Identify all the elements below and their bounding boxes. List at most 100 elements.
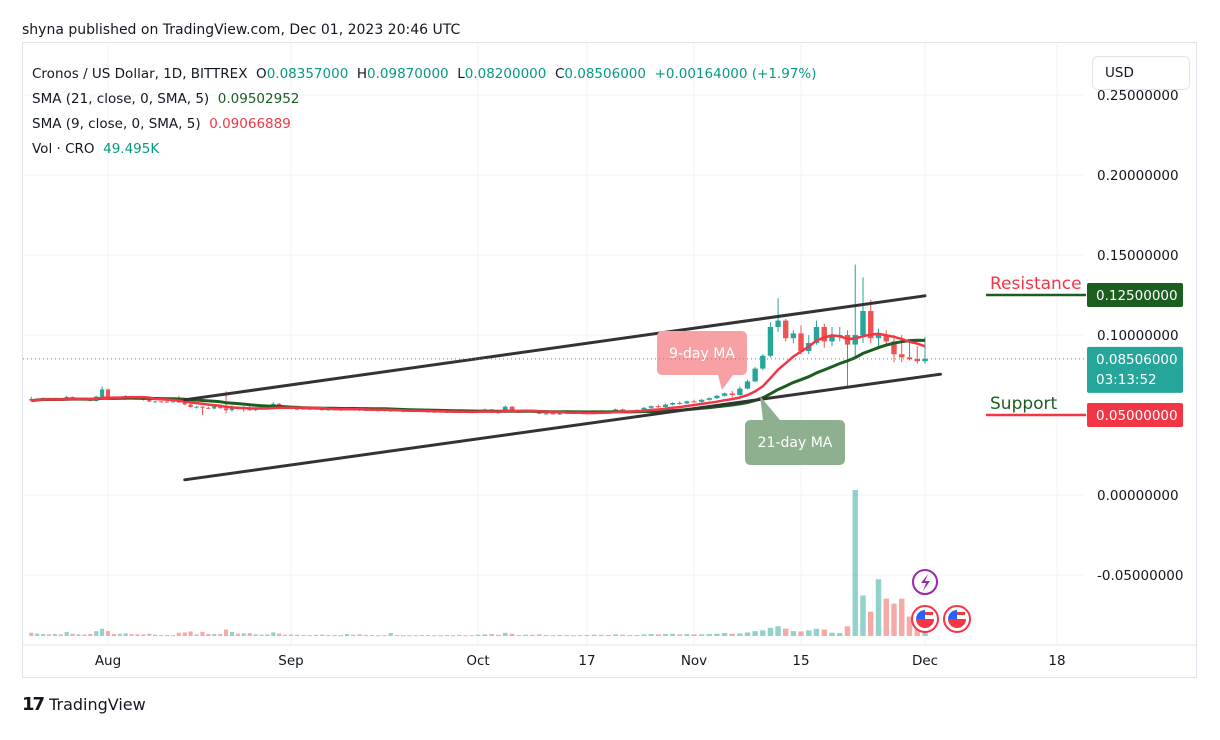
volume-bar	[229, 631, 235, 636]
volume-bar	[721, 633, 728, 636]
close-value: 0.08506000	[564, 66, 646, 82]
candle-body	[182, 402, 187, 405]
volume-bar	[301, 635, 306, 637]
x-tick-label: Aug	[95, 653, 121, 669]
volume-bar	[891, 603, 897, 636]
volume-bar	[52, 634, 57, 636]
volume-bar	[502, 632, 508, 636]
volume-label: Vol · CRO	[32, 141, 95, 157]
volume-bar	[564, 635, 569, 637]
volume-bar	[241, 633, 246, 636]
volume-bar	[29, 632, 34, 636]
volume-bar	[706, 634, 712, 636]
volume-bar	[46, 634, 52, 636]
volume-bar	[259, 634, 264, 636]
y-tick-label: -0.05000000	[1097, 568, 1183, 584]
volume-bar	[313, 634, 319, 636]
volume-bar	[655, 634, 661, 636]
candle-body	[223, 408, 229, 411]
x-tick-label: Sep	[278, 653, 303, 669]
candle-body	[729, 393, 735, 395]
volume-bar	[376, 635, 381, 637]
candle-body	[170, 401, 176, 403]
volume-bar	[182, 632, 187, 636]
ohlc-row: Cronos / US Dollar, 1D, BITTREX O0.08357…	[32, 62, 817, 87]
tradingview-logo[interactable]: 17 TradingView	[22, 694, 146, 715]
candle-body	[100, 389, 105, 397]
candle-body	[922, 358, 928, 362]
callout-21day-ma	[745, 396, 845, 465]
sma21-row[interactable]: SMA (21, close, 0, SMA, 5) 0.09502952	[32, 87, 817, 112]
volume-bar	[394, 635, 400, 637]
volume-row[interactable]: Vol · CRO 49.495K	[32, 137, 817, 162]
volume-bar	[153, 634, 158, 636]
candle-body	[105, 389, 111, 399]
volume-bar	[295, 634, 300, 636]
volume-bar	[677, 634, 683, 636]
x-tick-label: 15	[792, 653, 809, 669]
volume-bar	[176, 632, 181, 636]
candle-body	[218, 406, 223, 409]
candle-body	[714, 395, 720, 399]
volume-bar	[790, 631, 797, 636]
volume-bar	[265, 634, 270, 636]
candle-body	[159, 401, 164, 403]
volume-bar	[591, 634, 597, 636]
resistance-price-box	[1087, 283, 1183, 307]
volume-bar	[111, 634, 116, 636]
volume-bar	[147, 633, 152, 636]
volume-bar	[338, 635, 344, 637]
volume-bar	[450, 635, 456, 637]
support-price-box	[1087, 403, 1183, 427]
volume-bar	[419, 635, 425, 637]
candle-body	[790, 333, 797, 339]
candle-body	[662, 404, 668, 407]
candle-body	[153, 401, 158, 403]
volume-bar	[482, 634, 488, 636]
volume-bar	[76, 634, 81, 636]
axes: 0.25000000 0.20000000 0.15000000 0.10000000…	[23, 88, 1183, 669]
volume-bars	[29, 490, 928, 637]
candle-body	[188, 404, 193, 407]
volume-bar	[744, 632, 751, 636]
candle-body	[509, 406, 515, 412]
candle-body	[206, 407, 211, 409]
volume-bar	[829, 632, 835, 636]
current-price-label: 0.08506000	[1096, 352, 1178, 368]
flag-canton	[948, 610, 957, 619]
currency-button[interactable]: USD	[1092, 56, 1190, 90]
candle-body	[641, 407, 647, 410]
high-value: 0.09870000	[367, 66, 449, 82]
resistance-price-label: 0.12500000	[1096, 288, 1178, 304]
volume-bar	[536, 634, 542, 636]
volume-bar	[714, 633, 720, 636]
volume-bar	[837, 633, 843, 636]
flag-canton	[916, 610, 925, 619]
volume-bar	[388, 633, 393, 636]
volume-bar	[326, 635, 331, 637]
current-price-box	[1087, 346, 1183, 393]
flag-stripe	[925, 612, 933, 615]
candle-body	[744, 381, 751, 389]
sma9-row[interactable]: SMA (9, close, 0, SMA, 5) 0.09066889	[32, 112, 817, 137]
volume-bar	[58, 634, 63, 636]
candle-body	[319, 409, 325, 411]
volume-bar	[613, 634, 619, 636]
volume-bar	[271, 632, 276, 636]
volume-bar	[457, 634, 462, 636]
countdown-label: 03:13:52	[1096, 372, 1157, 388]
symbol-title[interactable]: Cronos / US Dollar, 1D, BITTREX	[32, 66, 248, 82]
volume-bar	[413, 635, 418, 637]
volume-bar	[194, 634, 199, 636]
volume-bar	[283, 634, 288, 636]
candle-body	[543, 413, 549, 415]
volume-bar	[496, 634, 501, 636]
candle-body	[868, 311, 874, 339]
volume-bar	[40, 634, 46, 636]
candle-body	[677, 403, 683, 404]
candle-body	[655, 406, 661, 408]
volume-bar	[351, 634, 356, 636]
candle-body	[164, 401, 170, 403]
candle-body	[557, 413, 563, 415]
